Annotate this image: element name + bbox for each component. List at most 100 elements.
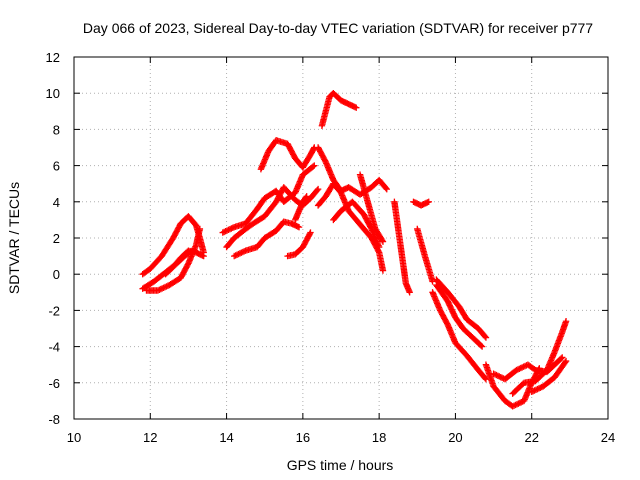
data-point (161, 283, 169, 291)
data-point (295, 223, 303, 231)
data-point (303, 193, 310, 200)
data-point (238, 249, 245, 256)
y-tick-label: -8 (48, 412, 60, 427)
data-point (562, 318, 570, 325)
data-point (222, 228, 229, 235)
data-point (528, 388, 535, 396)
data-point (229, 224, 236, 232)
data-point (196, 225, 204, 233)
data-point (163, 283, 170, 290)
data-point (537, 384, 544, 391)
series-arc-o (356, 171, 387, 245)
series-arc-x (509, 318, 570, 397)
series-arc-f (223, 184, 322, 251)
data-point (235, 250, 242, 258)
series-arc-h (257, 137, 318, 173)
y-tick-label: 4 (53, 195, 60, 210)
data-point (496, 373, 503, 380)
data-marks (139, 90, 570, 410)
x-tick-label: 20 (448, 430, 462, 445)
data-point (379, 238, 387, 245)
data-point (494, 372, 502, 379)
series-arc-y (528, 357, 570, 396)
data-point (562, 357, 570, 365)
y-tick-label: 2 (53, 231, 60, 246)
data-point (223, 227, 231, 234)
data-point (314, 185, 322, 193)
x-tick-label: 10 (67, 430, 81, 445)
data-point (232, 252, 239, 259)
data-point (478, 343, 486, 350)
data-point (513, 366, 520, 374)
series-arc-q (410, 198, 432, 209)
data-point (493, 371, 500, 379)
data-point (510, 402, 518, 409)
data-point (561, 359, 569, 366)
y-tick-label: 8 (53, 122, 60, 137)
data-point (159, 285, 166, 292)
data-point (241, 248, 248, 255)
x-tick-label: 16 (296, 430, 310, 445)
data-point (512, 401, 519, 409)
data-point (309, 163, 317, 170)
data-point (236, 250, 244, 257)
data-point (307, 229, 314, 236)
data-point (154, 287, 162, 294)
data-point (231, 252, 238, 260)
y-tick-label: 6 (53, 159, 60, 174)
data-point (513, 401, 521, 408)
data-point (518, 399, 525, 406)
series-arc-u (433, 281, 486, 350)
data-point (516, 365, 523, 372)
data-point (233, 251, 241, 258)
x-tick-label: 12 (143, 430, 157, 445)
data-point (219, 229, 226, 236)
data-point (535, 385, 543, 392)
y-tick-label: -4 (48, 340, 60, 355)
data-point (406, 289, 413, 296)
x-tick-label: 22 (524, 430, 538, 445)
data-point (520, 363, 527, 370)
chart-title: Day 066 of 2023, Sidereal Day-to-day VTE… (83, 20, 593, 36)
series-arc-j (292, 193, 310, 224)
series-arc-i (284, 229, 314, 260)
data-point (491, 371, 499, 378)
y-tick-label: -6 (48, 376, 60, 391)
data-point (375, 243, 383, 251)
data-point (353, 104, 360, 111)
series-arc-k (318, 90, 360, 129)
data-point (514, 366, 522, 373)
data-point (239, 248, 246, 256)
series-arc-t (433, 276, 490, 341)
data-point (477, 342, 485, 349)
series-arc-s (429, 289, 490, 383)
series-arc-l (314, 144, 390, 198)
data-point (228, 225, 235, 232)
y-axis-label: SDTVAR / TECUs (6, 182, 22, 294)
y-tick-label: 10 (46, 86, 60, 101)
data-point (157, 285, 164, 293)
data-point (156, 286, 163, 294)
series-arc-g (231, 218, 303, 260)
data-point (429, 278, 436, 285)
data-point (557, 355, 565, 362)
data-point (383, 185, 390, 193)
data-point (481, 374, 489, 382)
data-point (311, 162, 318, 169)
data-point (220, 228, 228, 236)
data-point (516, 399, 523, 407)
data-point (425, 198, 432, 205)
x-tick-label: 14 (219, 430, 233, 445)
data-point (497, 373, 504, 381)
x-tick-label: 18 (372, 430, 386, 445)
data-point (509, 403, 516, 410)
y-tick-label: 12 (46, 50, 60, 65)
data-point (200, 252, 207, 260)
data-point (375, 247, 382, 255)
y-tick-label: -2 (48, 303, 60, 318)
data-point (378, 237, 386, 244)
data-point (531, 387, 538, 394)
data-point (382, 184, 390, 192)
